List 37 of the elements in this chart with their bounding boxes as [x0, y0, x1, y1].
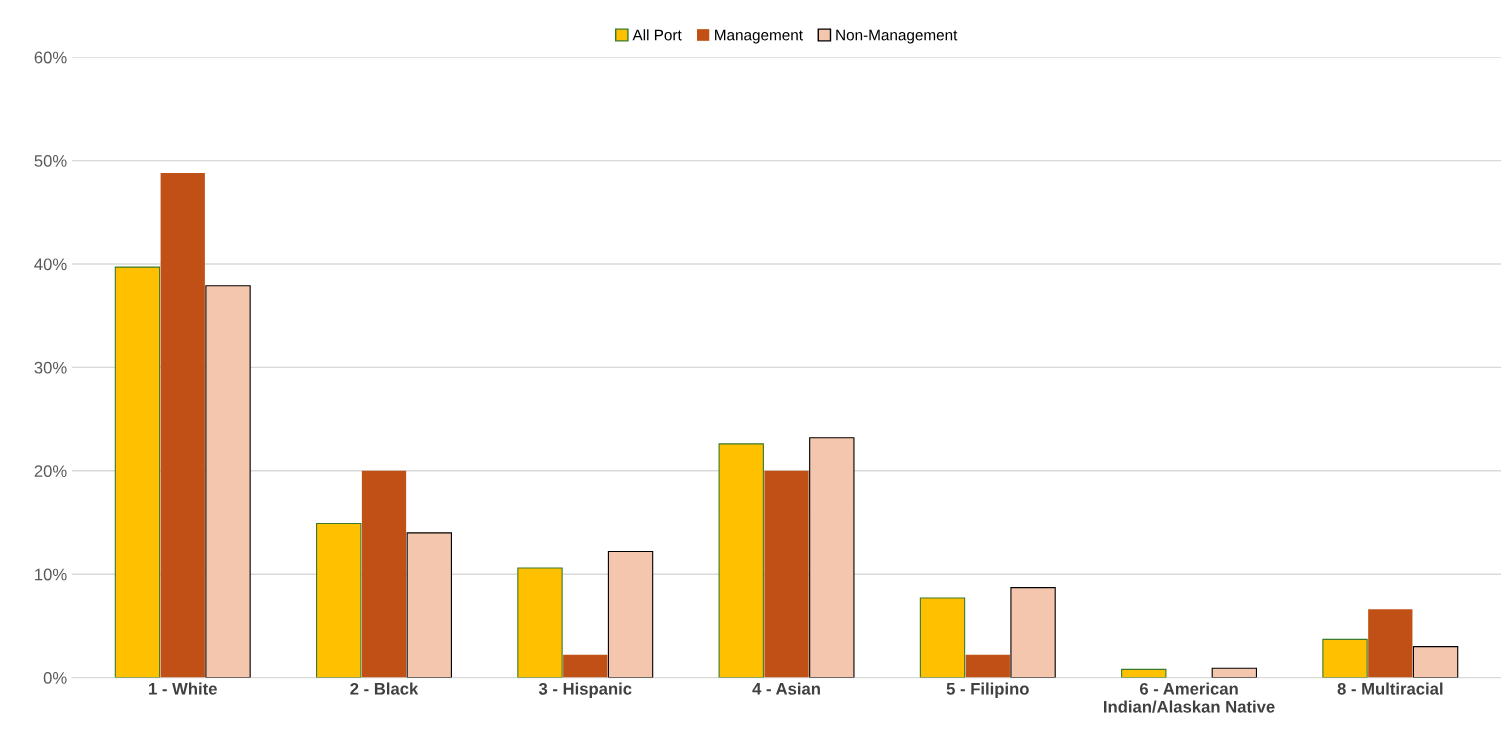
x-tick-label: 3 - Hispanic	[538, 682, 632, 699]
y-tick-label: 40%	[34, 258, 67, 271]
bar	[563, 654, 608, 678]
bar	[1211, 667, 1258, 678]
bar	[764, 470, 809, 678]
legend-label: Management	[715, 29, 803, 44]
bar	[718, 443, 764, 678]
x-tick-label: 1 - White	[149, 682, 217, 695]
bar	[965, 654, 1010, 678]
bar	[316, 522, 362, 678]
bar	[919, 597, 966, 678]
x-tick-label: 4 - Asian	[752, 682, 820, 695]
legend-label: All Port	[632, 29, 682, 41]
bar	[205, 285, 251, 678]
y-tick-label: 0%	[43, 672, 67, 684]
bar	[114, 266, 161, 678]
y-tick-label: 10%	[35, 568, 67, 581]
x-tick-label: 5 - Filipino	[946, 682, 1029, 699]
y-tick-label: 60%	[34, 51, 67, 64]
bar	[1368, 609, 1413, 678]
bar	[406, 532, 452, 678]
bar	[517, 567, 563, 678]
bar	[361, 470, 407, 678]
x-tick-label: 8 - Multiracial	[1337, 682, 1443, 695]
y-tick-label: 20%	[34, 465, 67, 478]
bar	[1010, 587, 1056, 678]
bar	[1412, 646, 1459, 678]
bar	[607, 550, 654, 678]
x-tick-label: 2 - Black	[350, 682, 419, 695]
legend-label: Non-Management	[836, 29, 958, 44]
y-tick-label: 50%	[34, 155, 67, 167]
bar	[1121, 668, 1167, 678]
x-tick-label: 6 - American Indian/Alaskan Native	[1104, 682, 1275, 713]
bar	[1322, 638, 1368, 678]
bar	[160, 173, 205, 678]
bar	[809, 437, 855, 678]
y-tick-label: 30%	[34, 361, 67, 374]
